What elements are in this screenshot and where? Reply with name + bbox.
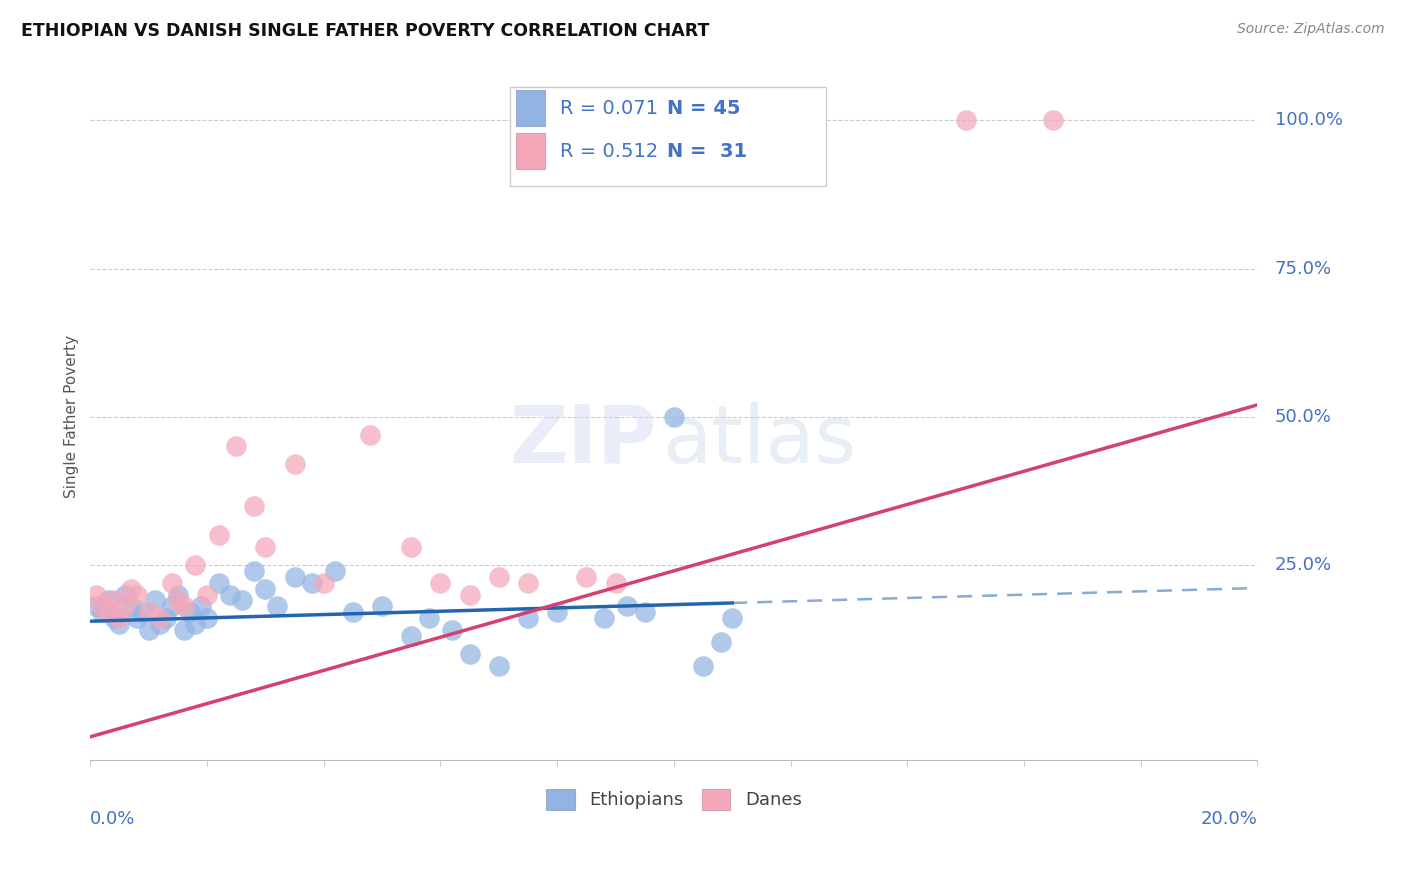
Point <box>266 599 288 614</box>
Point <box>709 635 731 649</box>
Point <box>458 588 481 602</box>
Point <box>488 570 510 584</box>
Legend: Ethiopians, Danes: Ethiopians, Danes <box>538 781 808 817</box>
Point <box>616 599 638 614</box>
Point <box>634 605 657 619</box>
Point <box>418 611 440 625</box>
Text: Source: ZipAtlas.com: Source: ZipAtlas.com <box>1237 22 1385 37</box>
Text: atlas: atlas <box>662 401 856 480</box>
Point <box>173 623 195 637</box>
Point <box>108 617 131 632</box>
Point <box>955 113 977 128</box>
Point <box>401 540 423 554</box>
Point <box>517 611 540 625</box>
Point <box>242 499 264 513</box>
Point <box>184 617 207 632</box>
Point <box>120 599 142 614</box>
Point <box>125 588 148 602</box>
FancyBboxPatch shape <box>516 134 546 169</box>
Point <box>254 540 277 554</box>
Point <box>91 599 114 614</box>
Text: R = 0.071: R = 0.071 <box>560 98 658 118</box>
Point <box>190 599 212 614</box>
Point <box>195 611 218 625</box>
Point <box>91 605 114 619</box>
Point <box>517 575 540 590</box>
Point <box>225 439 247 453</box>
Y-axis label: Single Father Poverty: Single Father Poverty <box>65 335 79 499</box>
Point <box>441 623 464 637</box>
Point <box>138 623 160 637</box>
Point <box>143 593 166 607</box>
Point <box>208 575 231 590</box>
Point <box>359 427 381 442</box>
Text: ZIP: ZIP <box>509 401 657 480</box>
Point <box>721 611 744 625</box>
Point <box>160 575 183 590</box>
Point <box>575 570 598 584</box>
Point <box>108 611 131 625</box>
Point <box>103 611 125 625</box>
Text: 50.0%: 50.0% <box>1275 408 1331 425</box>
Point <box>325 564 347 578</box>
Point <box>166 588 188 602</box>
Point <box>301 575 323 590</box>
Point <box>84 588 107 602</box>
Point <box>662 409 685 424</box>
Point <box>149 617 172 632</box>
Point <box>592 611 614 625</box>
Point <box>132 605 155 619</box>
Point <box>692 658 714 673</box>
Point <box>458 647 481 661</box>
Point <box>114 599 136 614</box>
Point <box>254 582 277 596</box>
Point <box>160 599 183 614</box>
Text: 75.0%: 75.0% <box>1275 260 1331 277</box>
Point <box>231 593 253 607</box>
Text: N = 45: N = 45 <box>666 98 741 118</box>
Point <box>371 599 394 614</box>
Text: ETHIOPIAN VS DANISH SINGLE FATHER POVERTY CORRELATION CHART: ETHIOPIAN VS DANISH SINGLE FATHER POVERT… <box>21 22 710 40</box>
Point <box>125 611 148 625</box>
Point <box>242 564 264 578</box>
Text: N =  31: N = 31 <box>666 142 747 161</box>
Point <box>401 629 423 643</box>
Point <box>166 593 188 607</box>
Point <box>138 605 160 619</box>
Point <box>184 558 207 572</box>
Point <box>179 605 201 619</box>
Point <box>488 658 510 673</box>
Point <box>97 605 120 619</box>
Point <box>546 605 568 619</box>
Point <box>312 575 335 590</box>
FancyBboxPatch shape <box>510 87 825 186</box>
Point <box>149 611 172 625</box>
Point <box>605 575 627 590</box>
Text: 0.0%: 0.0% <box>90 810 136 828</box>
Point <box>120 582 142 596</box>
Point <box>84 599 107 614</box>
Point <box>429 575 451 590</box>
Text: 100.0%: 100.0% <box>1275 112 1343 129</box>
Point <box>284 570 307 584</box>
Point <box>114 588 136 602</box>
Point <box>1042 113 1064 128</box>
FancyBboxPatch shape <box>516 90 546 126</box>
Point <box>284 457 307 471</box>
Text: R = 0.512: R = 0.512 <box>560 142 658 161</box>
Text: 20.0%: 20.0% <box>1201 810 1257 828</box>
Point <box>342 605 364 619</box>
Point <box>173 599 195 614</box>
Point <box>97 593 120 607</box>
Point <box>219 588 242 602</box>
Point <box>208 528 231 542</box>
Point <box>103 593 125 607</box>
Point <box>155 611 177 625</box>
Text: 25.0%: 25.0% <box>1275 556 1331 574</box>
Point <box>195 588 218 602</box>
